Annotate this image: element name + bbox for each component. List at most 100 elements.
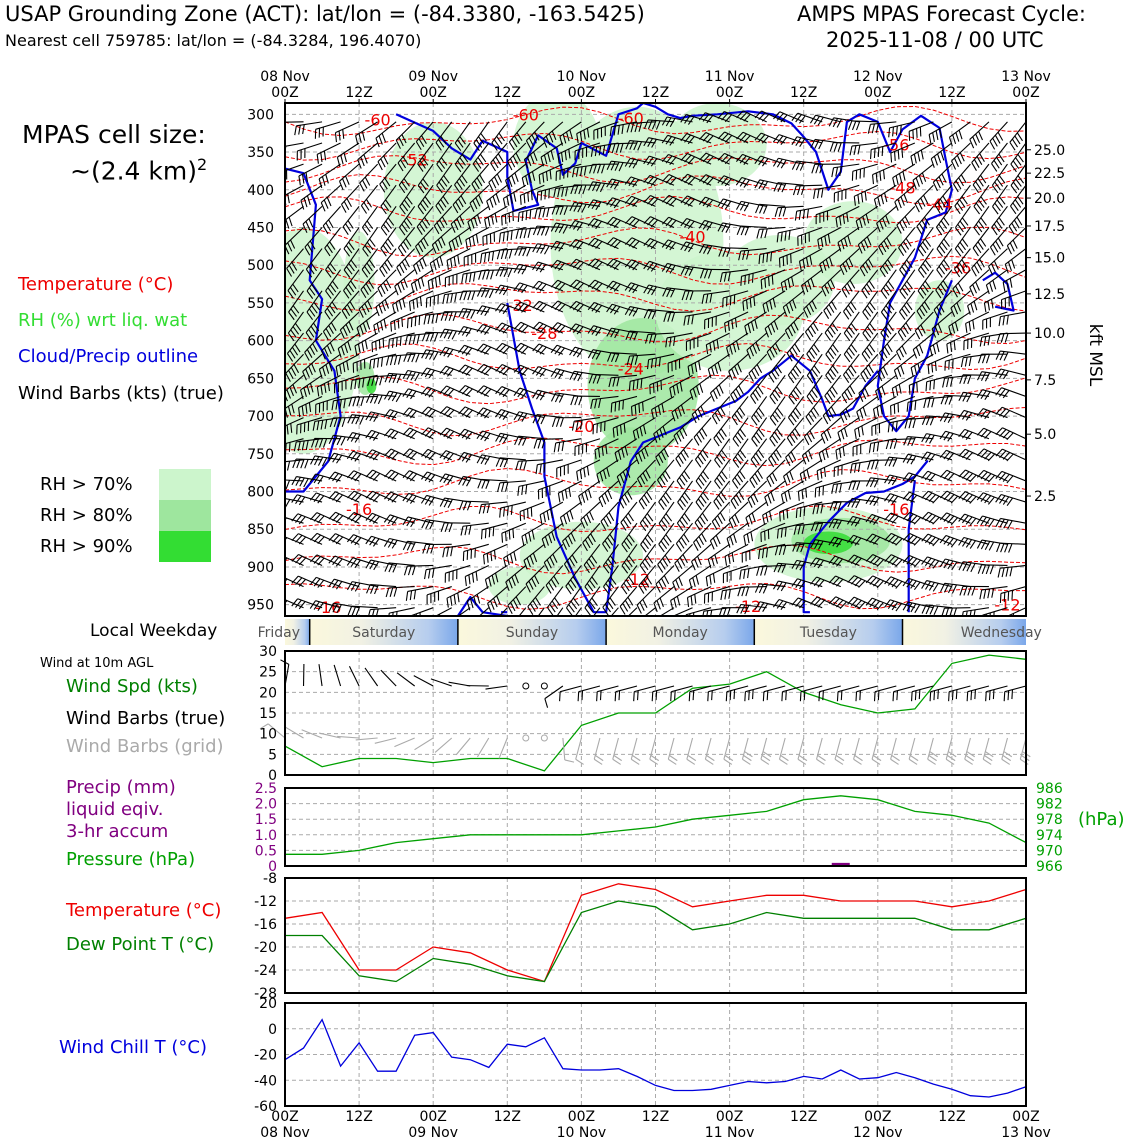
- temperature-line: [284, 883, 1027, 983]
- wind-barb: [439, 473, 471, 485]
- wind-barb: [405, 586, 434, 601]
- surface-grid-wind-barb: [319, 732, 341, 739]
- wind-barb: [388, 332, 415, 349]
- wind-barb: [300, 374, 323, 400]
- wind-barb: [764, 480, 786, 507]
- wind-barb: [535, 459, 563, 475]
- wind-barb: [944, 353, 971, 371]
- wind-barb: [932, 163, 953, 192]
- wind-barb: [403, 564, 434, 576]
- wind-barb: [976, 389, 1008, 401]
- wind-barb: [285, 459, 304, 472]
- wind-barb: [754, 110, 786, 123]
- wind-barb: [847, 534, 878, 546]
- wind-barb: [556, 459, 582, 478]
- wind-barb: [989, 121, 1008, 150]
- wind-barb: [705, 332, 730, 355]
- wind-barb: [517, 480, 545, 496]
- wind-barb: [476, 305, 508, 317]
- wind-barb: [780, 480, 804, 504]
- wind-barb: [580, 501, 601, 529]
- wind-barb: [825, 353, 842, 384]
- wind-barb: [921, 490, 953, 504]
- wind-barb: [305, 248, 323, 278]
- wind-barb: [320, 184, 341, 212]
- wind-barb: [669, 374, 693, 398]
- wind-barb: [1009, 121, 1026, 151]
- wind-barb: [360, 184, 379, 214]
- wind-barb: [643, 137, 675, 148]
- wind-barb: [427, 269, 452, 291]
- wind-barb: [644, 332, 675, 344]
- wind-barb: [846, 515, 878, 527]
- wind-barb: [646, 353, 675, 370]
- wind-barb: [569, 323, 601, 335]
- wind-barb: [606, 197, 638, 209]
- surface-wind-barb: [762, 685, 786, 702]
- wind-barb: [791, 160, 823, 171]
- wind-barb: [921, 556, 953, 569]
- wind-barb: [828, 596, 860, 610]
- top-date-tick: 08 Nov: [260, 69, 310, 85]
- wind-barb: [550, 222, 582, 234]
- wind-barb: [657, 543, 675, 573]
- wind-barb: [298, 163, 323, 186]
- wind-barb: [638, 565, 656, 594]
- wind-barb: [521, 522, 545, 546]
- surface-wind-barb: [485, 685, 508, 690]
- wind-barb: [904, 417, 934, 429]
- surface-grid-wind-barb: [760, 737, 772, 765]
- surface-grid-wind-barb: [1001, 737, 1013, 765]
- wind-barb: [877, 353, 897, 382]
- bottom-date-tick: 08 Nov: [260, 1125, 310, 1140]
- wind-barb: [384, 428, 415, 440]
- wind-barb: [532, 321, 564, 334]
- chart-text-layer: 3003504004505005506006507007508008509009…: [159, 69, 1105, 1140]
- wind-barb: [532, 280, 564, 292]
- pressure-tick: 750: [247, 447, 274, 463]
- pressure-tick: 974: [1036, 828, 1063, 844]
- wind-barb: [698, 196, 730, 208]
- wind-barb: [816, 459, 841, 481]
- top-hour-tick: 00Z: [271, 85, 298, 101]
- surface-grid-wind-barb: [945, 737, 957, 765]
- wind-barb: [584, 586, 601, 616]
- wind-barb: [354, 332, 378, 356]
- wind-barb: [285, 575, 304, 588]
- wind-barb: [300, 184, 323, 210]
- wind-barb: [972, 163, 990, 193]
- wind-barb: [649, 374, 675, 395]
- wind-barb: [890, 395, 916, 416]
- wind-barb: [948, 121, 971, 147]
- wind-barb: [606, 178, 638, 190]
- wind-barb: [365, 512, 397, 524]
- wind-barb: [722, 290, 749, 308]
- wind-barb: [369, 353, 397, 370]
- surface-wind-barb: [948, 685, 971, 702]
- wind-barb: [606, 160, 638, 172]
- wind-barb: [762, 501, 786, 525]
- surface-wind-barb: [670, 685, 693, 702]
- wind-barb: [285, 499, 286, 503]
- wind-barb: [717, 222, 749, 233]
- temperature-label: -60: [365, 111, 391, 130]
- pressure-tick: 600: [247, 334, 274, 350]
- wind-barb: [973, 206, 990, 236]
- wind-barb: [755, 203, 786, 214]
- panel-tick: -60: [254, 1099, 277, 1115]
- wind-barb: [439, 328, 471, 340]
- wind-barb: [806, 353, 823, 384]
- wind-barb: [570, 395, 600, 406]
- kft-tick: 25.0: [1034, 143, 1065, 159]
- wind-barb: [505, 163, 527, 190]
- surface-grid-wind-barb: [562, 737, 575, 763]
- wind-barb: [362, 227, 379, 257]
- wind-barb: [810, 539, 841, 550]
- wind-barb: [976, 448, 1008, 462]
- wind-barb: [841, 269, 860, 298]
- wind-barb: [865, 495, 897, 506]
- wind-barb: [948, 311, 971, 336]
- wind-barb: [726, 522, 749, 548]
- wind-barb: [995, 517, 1026, 530]
- wind-barb: [513, 364, 545, 376]
